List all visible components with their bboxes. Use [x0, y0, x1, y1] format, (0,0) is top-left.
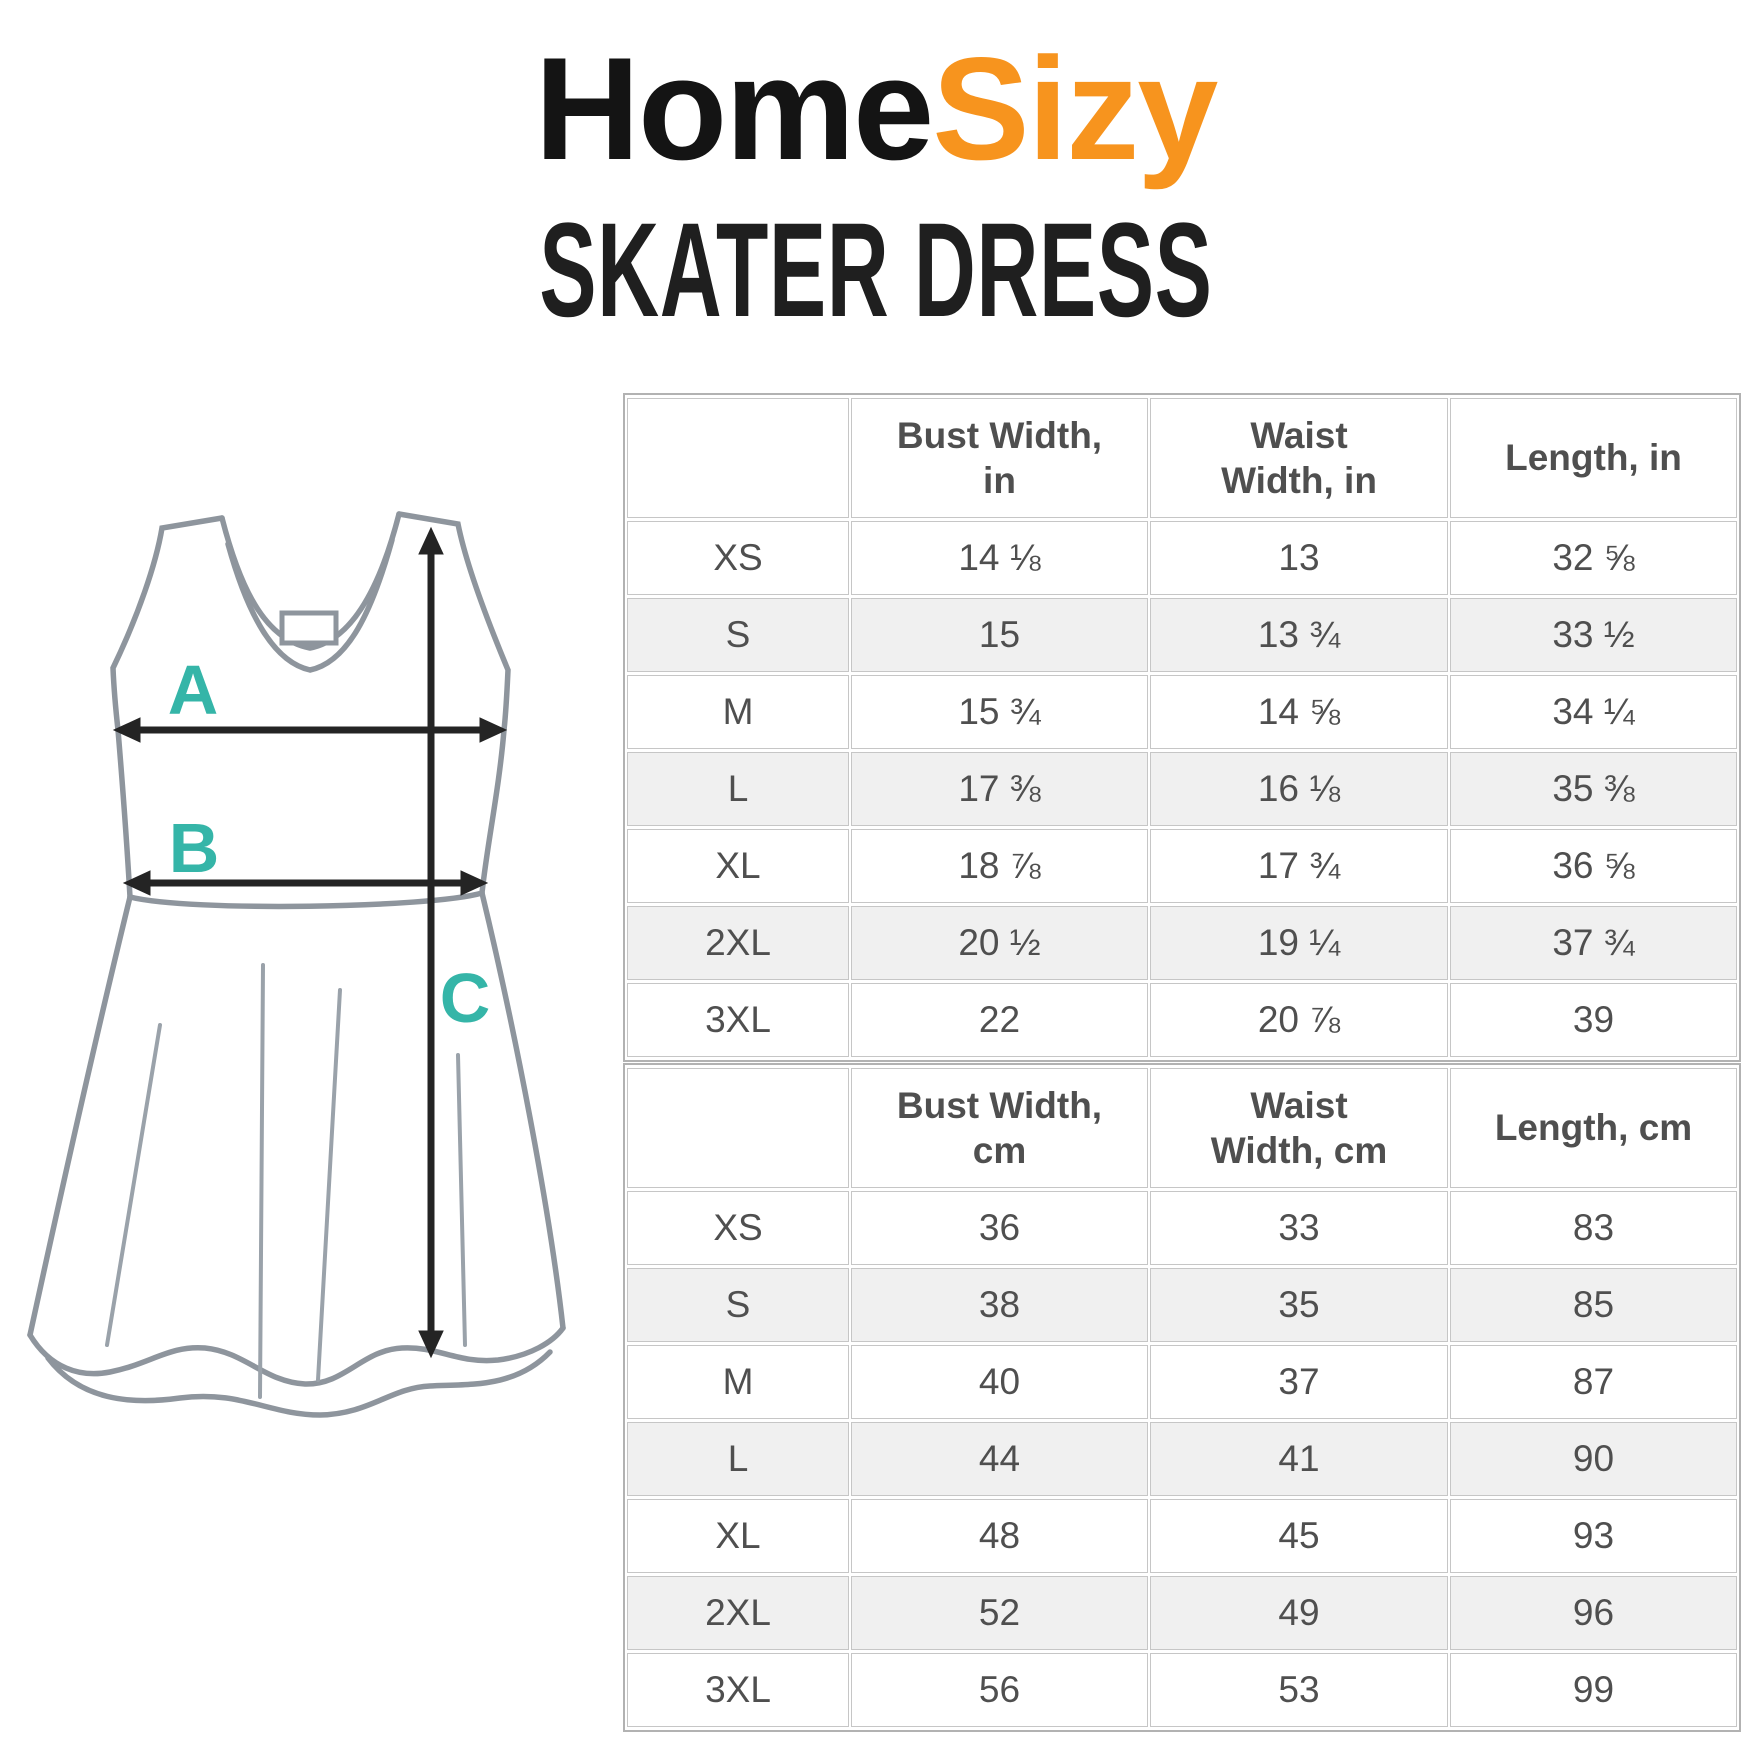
brand-logo: HomeSizy: [0, 36, 1751, 182]
waist-cell: 45: [1150, 1499, 1448, 1573]
waist-cell: 13 ¾: [1150, 598, 1448, 672]
table-row: 3XL 56 53 99: [627, 1653, 1737, 1727]
length-cell: 96: [1450, 1576, 1737, 1650]
waist-cell: 20 ⅞: [1150, 983, 1448, 1057]
waist-cell: 37: [1150, 1345, 1448, 1419]
size-cell: M: [627, 1345, 849, 1419]
table-header-row: Bust Width, cm Waist Width, cm Length, cm: [627, 1068, 1737, 1188]
bust-cell: 36: [851, 1191, 1148, 1265]
size-cell: XL: [627, 829, 849, 903]
product-title-wrap: SKATER DRESS: [0, 204, 1751, 338]
bust-cell: 20 ½: [851, 906, 1148, 980]
dress-outline: [27, 511, 566, 1418]
label-waist-b: B: [169, 809, 220, 887]
waist-cell: 41: [1150, 1422, 1448, 1496]
size-cell: XS: [627, 521, 849, 595]
bust-cell: 22: [851, 983, 1148, 1057]
header-size-cell: [627, 1068, 849, 1188]
neck-tag: [279, 610, 339, 646]
brand-logo-home: Home: [534, 27, 935, 190]
bust-arrow: [112, 717, 508, 743]
length-cell: 85: [1450, 1268, 1737, 1342]
size-cell: L: [627, 1422, 849, 1496]
length-cell: 35 ⅜: [1450, 752, 1737, 826]
table-row: L 44 41 90: [627, 1422, 1737, 1496]
header-waist-cell: Waist Width, cm: [1150, 1068, 1448, 1188]
size-cell: L: [627, 752, 849, 826]
table-header-row: Bust Width, in Waist Width, in Length, in: [627, 398, 1737, 518]
header-size-cell: [627, 398, 849, 518]
waist-cell: 53: [1150, 1653, 1448, 1727]
dress-measurement-diagram: A B C: [27, 511, 566, 1418]
brand-logo-sizy: Sizy: [932, 27, 1218, 190]
size-cell: S: [627, 598, 849, 672]
table-row: XL 48 45 93: [627, 1499, 1737, 1573]
length-cell: 33 ½: [1450, 598, 1737, 672]
size-table-cm: Bust Width, cm Waist Width, cm Length, cm …: [623, 1063, 1741, 1732]
table-row: M 40 37 87: [627, 1345, 1737, 1419]
length-cell: 90: [1450, 1422, 1737, 1496]
length-cell: 39: [1450, 983, 1737, 1057]
header-waist-cell: Waist Width, in: [1150, 398, 1448, 518]
label-length-c: C: [440, 959, 491, 1037]
header-length-cell: Length, cm: [1450, 1068, 1737, 1188]
table-row: XS 14 ⅛ 13 32 ⅝: [627, 521, 1737, 595]
length-cell: 36 ⅝: [1450, 829, 1737, 903]
waist-cell: 35: [1150, 1268, 1448, 1342]
bust-cell: 17 ⅜: [851, 752, 1148, 826]
bust-cell: 56: [851, 1653, 1148, 1727]
bust-cell: 38: [851, 1268, 1148, 1342]
size-cell: XL: [627, 1499, 849, 1573]
length-cell: 32 ⅝: [1450, 521, 1737, 595]
bust-cell: 18 ⅞: [851, 829, 1148, 903]
header-bust-cell: Bust Width, in: [851, 398, 1148, 518]
bust-cell: 14 ⅛: [851, 521, 1148, 595]
bust-cell: 44: [851, 1422, 1148, 1496]
table-row: L 17 ⅜ 16 ⅛ 35 ⅜: [627, 752, 1737, 826]
header-bust-cell: Bust Width, cm: [851, 1068, 1148, 1188]
waist-cell: 33: [1150, 1191, 1448, 1265]
table-row: S 38 35 85: [627, 1268, 1737, 1342]
size-cell: 3XL: [627, 983, 849, 1057]
size-cell: 2XL: [627, 906, 849, 980]
table-row: 3XL 22 20 ⅞ 39: [627, 983, 1737, 1057]
size-cell: 2XL: [627, 1576, 849, 1650]
table-row: XL 18 ⅞ 17 ¾ 36 ⅝: [627, 829, 1737, 903]
bust-cell: 15 ¾: [851, 675, 1148, 749]
bust-cell: 52: [851, 1576, 1148, 1650]
waist-cell: 19 ¼: [1150, 906, 1448, 980]
size-cell: M: [627, 675, 849, 749]
size-cell: S: [627, 1268, 849, 1342]
size-cell: XS: [627, 1191, 849, 1265]
waist-arrow: [122, 870, 489, 896]
size-cell: 3XL: [627, 1653, 849, 1727]
table-row: 2XL 52 49 96: [627, 1576, 1737, 1650]
waist-cell: 14 ⅝: [1150, 675, 1448, 749]
waist-cell: 49: [1150, 1576, 1448, 1650]
product-title: SKATER DRESS: [538, 196, 1213, 345]
table-row: M 15 ¾ 14 ⅝ 34 ¼: [627, 675, 1737, 749]
waist-cell: 16 ⅛: [1150, 752, 1448, 826]
header-length-cell: Length, in: [1450, 398, 1737, 518]
waist-cell: 13: [1150, 521, 1448, 595]
length-cell: 87: [1450, 1345, 1737, 1419]
table-row: S 15 13 ¾ 33 ½: [627, 598, 1737, 672]
length-cell: 34 ¼: [1450, 675, 1737, 749]
bust-cell: 40: [851, 1345, 1148, 1419]
length-cell: 93: [1450, 1499, 1737, 1573]
table-row: XS 36 33 83: [627, 1191, 1737, 1265]
label-bust-a: A: [168, 651, 219, 729]
size-table-inches: Bust Width, in Waist Width, in Length, in …: [623, 393, 1741, 1062]
length-cell: 99: [1450, 1653, 1737, 1727]
skirt-fold-lines: [105, 963, 467, 1399]
table-row: 2XL 20 ½ 19 ¼ 37 ¾: [627, 906, 1737, 980]
length-cell: 83: [1450, 1191, 1737, 1265]
waist-cell: 17 ¾: [1150, 829, 1448, 903]
length-arrow: [418, 526, 444, 1359]
measure-labels: A B C: [168, 651, 491, 1037]
bust-cell: 15: [851, 598, 1148, 672]
bust-cell: 48: [851, 1499, 1148, 1573]
length-cell: 37 ¾: [1450, 906, 1737, 980]
measurement-arrows: [112, 526, 508, 1359]
